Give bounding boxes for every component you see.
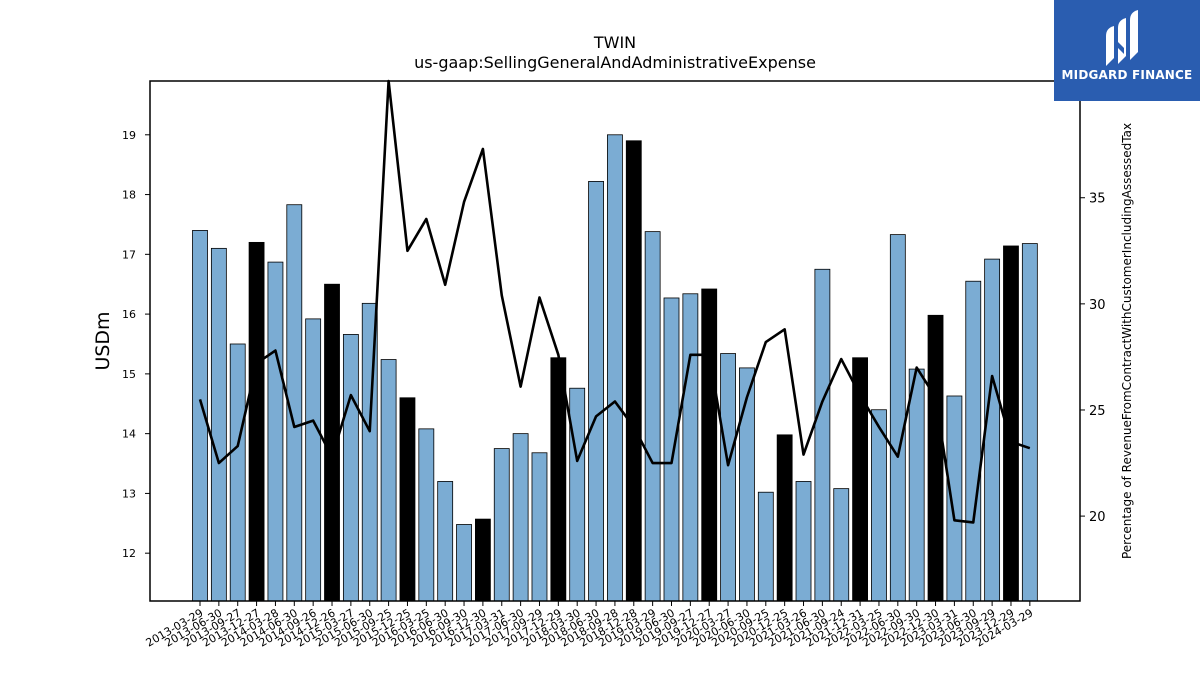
bar-2022-09-30 xyxy=(908,368,925,602)
bar-2018-09-28 xyxy=(607,134,623,602)
bar-2023-06-30 xyxy=(965,280,982,602)
y2-tick-label: 35 xyxy=(1089,192,1106,207)
bar-2016-09-30 xyxy=(456,524,472,602)
y-tick-label: 13 xyxy=(122,487,136,500)
y-tick-label: 16 xyxy=(122,308,136,321)
chart-title: TWIN xyxy=(593,33,636,52)
bar-2014-09-26 xyxy=(305,318,322,602)
bar-2013-12-27 xyxy=(248,241,265,602)
bar-2018-06-30 xyxy=(588,181,604,602)
bar-2020-09-25 xyxy=(757,491,774,602)
bar-2023-03-31 xyxy=(946,395,963,602)
bar-2018-03-30 xyxy=(569,387,586,602)
logo-text: MIDGARD FINANCE xyxy=(1061,68,1193,82)
bar-2015-03-27 xyxy=(342,334,359,602)
y-tick-label: 19 xyxy=(122,129,136,142)
percentage-line xyxy=(198,79,1031,524)
bar-2022-03-25 xyxy=(871,409,887,602)
y2-tick-label: 20 xyxy=(1089,510,1106,525)
bar-2014-03-28 xyxy=(267,261,284,602)
y-tick-label: 18 xyxy=(122,189,136,202)
bar-2020-03-27 xyxy=(720,353,736,602)
bar-2021-09-24 xyxy=(833,488,850,602)
y-tick-label: 15 xyxy=(122,368,136,381)
bar-2017-12-29 xyxy=(550,357,567,602)
y-axis-label: USDm xyxy=(92,311,114,370)
y-tick-label: 17 xyxy=(122,248,136,261)
bar-2017-03-31 xyxy=(493,448,510,602)
line-series xyxy=(198,79,1031,524)
bar-2017-06-30 xyxy=(512,433,529,602)
bar-2023-09-29 xyxy=(984,258,1001,602)
bar-2019-03-29 xyxy=(644,231,661,602)
y-tick-label: 14 xyxy=(122,428,136,441)
bar-2020-12-25 xyxy=(776,434,793,602)
bar-2018-12-28 xyxy=(625,140,642,602)
axes: 121314151617181920253035402013-03-292013… xyxy=(122,80,1106,650)
y2-tick-label: 25 xyxy=(1089,404,1106,419)
logo: MIDGARD FINANCE xyxy=(1054,0,1200,101)
bar-2013-06-30 xyxy=(210,247,227,602)
bar-2021-06-30 xyxy=(814,268,831,602)
bar-2016-06-30 xyxy=(437,481,454,602)
bar-2019-06-30 xyxy=(663,297,680,602)
midgard-logo-icon xyxy=(1106,10,1138,66)
bar-2020-06-30 xyxy=(739,367,755,602)
bar-2022-12-30 xyxy=(927,314,944,602)
bar-2024-03-29 xyxy=(1021,243,1038,602)
bar-2015-12-25 xyxy=(399,397,416,602)
y2-axis-label: Percentage of RevenueFromContractWithCus… xyxy=(1120,123,1134,559)
bar-2013-09-27 xyxy=(229,343,246,602)
bar-2019-12-27 xyxy=(701,288,718,602)
y-tick-label: 12 xyxy=(122,547,136,560)
bar-2021-03-26 xyxy=(795,481,812,602)
bar-series xyxy=(192,134,1038,602)
bar-2016-12-30 xyxy=(474,518,491,602)
bar-2015-09-25 xyxy=(380,359,397,602)
y2-tick-label: 30 xyxy=(1089,298,1106,313)
bar-2016-03-25 xyxy=(418,428,435,602)
bar-2022-06-30 xyxy=(889,234,906,602)
bar-2017-09-29 xyxy=(531,452,548,602)
bar-2019-09-27 xyxy=(682,293,699,602)
chart-subtitle: us-gaap:SellingGeneralAndAdministrativeE… xyxy=(414,53,816,72)
